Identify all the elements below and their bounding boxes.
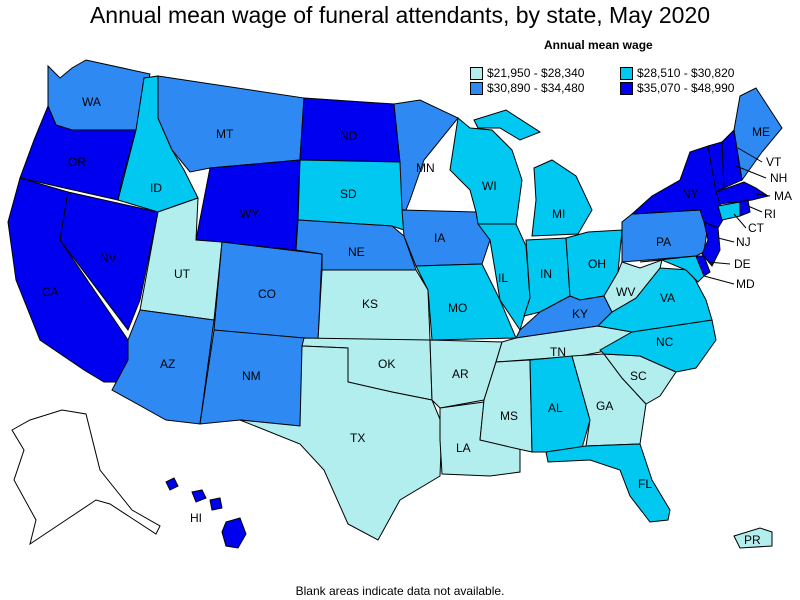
label-mt: MT	[216, 127, 234, 141]
label-ia: IA	[434, 231, 445, 245]
label-ut: UT	[174, 267, 191, 281]
label-nh: NH	[770, 171, 787, 185]
label-ne: NE	[348, 245, 365, 259]
legend-label: $21,950 - $28,340	[487, 66, 585, 80]
label-ca: CA	[42, 285, 59, 299]
state-fl[interactable]	[545, 443, 671, 523]
label-pa: PA	[656, 235, 671, 249]
legend-label: $28,510 - $30,820	[637, 66, 735, 80]
label-va: VA	[660, 291, 675, 305]
legend-item-tier-4: $35,070 - $48,990	[620, 81, 734, 95]
label-nv: NV	[100, 251, 117, 265]
legend-item-tier-3: $30,890 - $34,480	[470, 81, 584, 95]
state-ks[interactable]	[317, 269, 431, 341]
label-wv: WV	[616, 285, 635, 299]
label-mi: MI	[552, 207, 565, 221]
label-vt: VT	[766, 155, 782, 169]
state-labels: WA OR CA NV ID MT WY UT AZ CO NM ND SD N…	[42, 95, 792, 547]
state-wy[interactable]	[195, 159, 301, 251]
legend-swatch	[620, 66, 633, 80]
state-mn[interactable]	[393, 99, 459, 211]
label-pr: PR	[744, 533, 761, 547]
label-co: CO	[258, 287, 276, 301]
label-mn: MN	[416, 161, 435, 175]
legend-swatch	[470, 81, 483, 95]
state-nv[interactable]	[59, 191, 159, 332]
label-ga: GA	[596, 399, 613, 413]
label-or: OR	[68, 155, 86, 169]
label-ct: CT	[748, 221, 765, 235]
state-ri[interactable]	[739, 199, 751, 217]
state-mt[interactable]	[157, 75, 305, 173]
legend-swatch	[620, 81, 633, 95]
label-fl: FL	[638, 477, 652, 491]
label-in: IN	[540, 267, 552, 281]
state-mi-lower[interactable]	[531, 159, 593, 237]
label-ms: MS	[500, 409, 518, 423]
label-oh: OH	[588, 257, 606, 271]
state-pr[interactable]	[733, 527, 773, 549]
state-de[interactable]	[695, 255, 711, 277]
label-sc: SC	[630, 369, 647, 383]
label-ky: KY	[572, 307, 588, 321]
state-az[interactable]	[111, 309, 215, 425]
label-me: ME	[752, 125, 770, 139]
legend-swatch	[470, 66, 483, 80]
label-mo: MO	[448, 301, 467, 315]
label-wy: WY	[240, 207, 259, 221]
label-il: IL	[498, 271, 508, 285]
label-wi: WI	[482, 179, 497, 193]
state-tx[interactable]	[239, 345, 443, 541]
label-az: AZ	[160, 357, 175, 371]
label-ny: NY	[682, 187, 699, 201]
label-nc: NC	[656, 335, 674, 349]
label-ar: AR	[452, 367, 469, 381]
label-tn: TN	[550, 345, 566, 359]
label-sd: SD	[340, 187, 357, 201]
label-la: LA	[456, 441, 471, 455]
legend-label: $30,890 - $34,480	[487, 81, 585, 95]
label-ok: OK	[378, 357, 395, 371]
label-nd: ND	[340, 129, 358, 143]
legend-item-tier-2: $28,510 - $30,820	[620, 66, 734, 80]
state-sd[interactable]	[297, 159, 405, 231]
label-wa: WA	[82, 95, 101, 109]
map-title: Annual mean wage of funeral attendants, …	[89, 2, 711, 28]
label-tx: TX	[350, 431, 365, 445]
label-id: ID	[150, 181, 162, 195]
label-nj: NJ	[736, 235, 751, 249]
leader-lines	[703, 147, 771, 285]
state-or[interactable]	[19, 104, 137, 201]
label-ma: MA	[774, 189, 792, 203]
legend-item-tier-1: $21,950 - $28,340	[470, 66, 584, 80]
legend-title: Annual mean wage	[544, 38, 653, 52]
state-hi[interactable]	[165, 477, 247, 549]
footnote: Blank areas indicate data not available.	[295, 584, 505, 598]
state-ak[interactable]	[11, 409, 161, 546]
label-ri: RI	[764, 207, 776, 221]
label-md: MD	[736, 277, 755, 291]
label-ks: KS	[362, 297, 378, 311]
state-mi[interactable]	[473, 109, 542, 141]
state-me[interactable]	[733, 87, 783, 182]
label-al: AL	[548, 401, 563, 415]
label-de: DE	[734, 257, 751, 271]
label-hi: HI	[190, 511, 202, 525]
label-nm: NM	[242, 369, 261, 383]
legend-label: $35,070 - $48,990	[637, 81, 735, 95]
